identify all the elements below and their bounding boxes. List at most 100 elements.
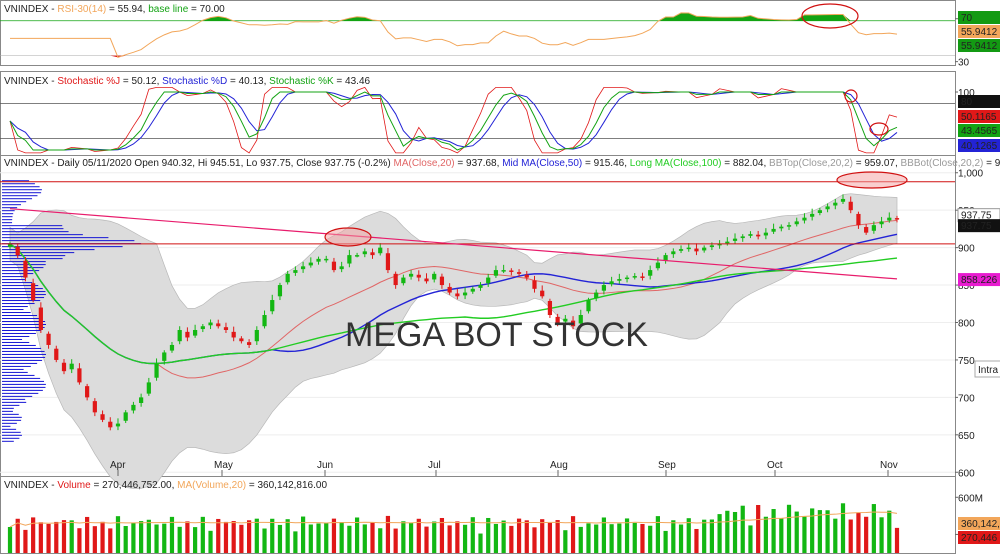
volume-profile-bar xyxy=(2,404,20,406)
title-segment: = 937.68, xyxy=(455,158,503,169)
volume-profile-bar xyxy=(2,312,31,314)
candle xyxy=(115,423,121,427)
title-segment: Long MA(Close,100) xyxy=(630,158,722,169)
volume-profile-bar xyxy=(2,395,33,397)
volume-bar xyxy=(185,521,190,553)
volume-profile-bar xyxy=(2,258,63,260)
candle xyxy=(871,225,876,231)
candle xyxy=(578,315,583,324)
candle xyxy=(632,276,637,278)
month-label: Aug xyxy=(550,460,568,471)
candle xyxy=(864,227,869,233)
volume-profile-bar xyxy=(2,338,23,340)
price-tag-trend xyxy=(958,273,1000,287)
volume-profile-bar xyxy=(2,419,22,421)
volume-bar xyxy=(115,516,121,553)
candle xyxy=(308,262,313,266)
stoch-axis-label: 100 xyxy=(958,88,975,99)
title-segment: = 360,142,816.00 xyxy=(246,480,327,491)
volume-bar xyxy=(31,517,36,553)
candle xyxy=(408,273,414,277)
candle xyxy=(92,401,97,413)
volume-profile-bar xyxy=(2,198,33,200)
candle xyxy=(786,225,792,227)
stoch-tag-k xyxy=(958,124,1000,137)
volume-profile-bar xyxy=(2,225,63,227)
volume-profile-bar xyxy=(2,249,95,251)
candle xyxy=(648,270,653,276)
volume-bar xyxy=(779,518,784,553)
volume-bar xyxy=(54,521,59,553)
candle xyxy=(732,238,738,241)
candle xyxy=(177,329,182,342)
volume-profile-bar xyxy=(2,368,24,370)
price-tag-trend-text: 858.226 xyxy=(961,275,998,286)
candle xyxy=(169,344,175,351)
candle xyxy=(439,276,445,286)
candle xyxy=(462,292,468,296)
candle xyxy=(154,363,159,378)
volume-bar xyxy=(756,505,761,553)
price-tag-close-2 xyxy=(958,219,1000,233)
volume-bar xyxy=(123,526,128,553)
volume-profile-bar xyxy=(2,267,44,269)
candle xyxy=(293,270,298,273)
volume-bar xyxy=(501,520,506,553)
volume-bar xyxy=(254,518,259,553)
trend-line xyxy=(9,208,898,280)
candle xyxy=(354,255,360,257)
volume-profile-bar xyxy=(2,282,33,284)
candle xyxy=(856,213,861,226)
candle xyxy=(833,202,838,206)
candle xyxy=(894,218,900,220)
volume-profile-bar xyxy=(2,192,42,194)
volume-profile-bar xyxy=(2,428,17,430)
candle xyxy=(532,280,537,289)
volume-bar xyxy=(894,527,900,553)
candle xyxy=(663,255,668,261)
volume-profile-bar xyxy=(2,434,22,436)
candle xyxy=(686,247,691,250)
volume-bar xyxy=(663,530,668,553)
volume-bar xyxy=(162,523,167,553)
candle xyxy=(825,206,830,210)
volume-profile-bar xyxy=(2,362,38,364)
candle xyxy=(601,285,607,291)
volume-profile-bar xyxy=(2,231,69,233)
price-axis-label: 700 xyxy=(958,393,975,404)
title-segment: = 70.00 xyxy=(188,4,225,15)
volume-bar xyxy=(486,517,491,553)
volume-ma-line xyxy=(9,511,898,528)
candle xyxy=(455,293,460,297)
month-label: Apr xyxy=(110,460,126,471)
volume-bar xyxy=(69,520,74,553)
bollinger-band xyxy=(9,193,898,489)
volume-bar xyxy=(401,521,406,553)
volume-profile-bar xyxy=(2,350,45,352)
intra-button[interactable] xyxy=(974,360,1000,378)
volume-bar xyxy=(871,504,876,553)
volume-bar xyxy=(247,520,252,553)
volume-profile-bar xyxy=(2,213,14,215)
stoch-tag-d xyxy=(958,139,1000,152)
volume-bar xyxy=(648,525,653,553)
candle xyxy=(146,382,151,394)
volume-bar xyxy=(223,521,229,553)
candle xyxy=(216,323,221,327)
candle xyxy=(432,273,437,280)
candle xyxy=(416,274,421,278)
volume-profile-bar xyxy=(2,341,30,343)
candle xyxy=(61,362,67,372)
volume-bar xyxy=(385,515,391,553)
candle xyxy=(655,262,660,269)
candle xyxy=(247,342,252,345)
volume-profile-bar xyxy=(2,315,38,317)
volume-profile-bar xyxy=(2,306,28,308)
candle xyxy=(717,243,722,246)
volume-bar xyxy=(393,528,398,553)
price-title: VNINDEX - Daily 05/11/2020 Open 940.32, … xyxy=(4,158,1000,169)
volume-tag-ma xyxy=(958,517,1000,530)
volume-profile-bar xyxy=(2,392,39,394)
volume-bar xyxy=(547,522,553,553)
price-tag-close-2-text: 937.75 xyxy=(961,221,992,232)
